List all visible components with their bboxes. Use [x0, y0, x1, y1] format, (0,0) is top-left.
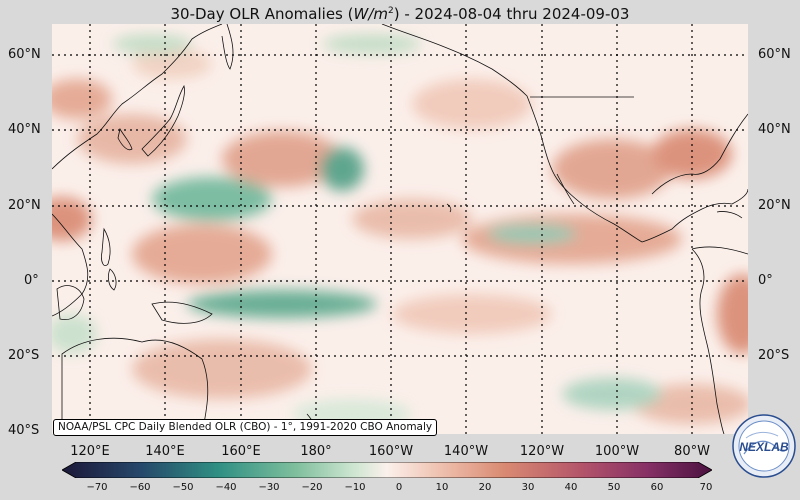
- lon-label: 180°: [300, 444, 332, 459]
- colorbar-tick: 60: [650, 482, 664, 493]
- lat-label-right: 40°N: [758, 122, 791, 137]
- lat-label-left: 40°N: [8, 122, 41, 137]
- colorbar-tick: −60: [129, 482, 151, 493]
- lon-label: 80°W: [674, 444, 710, 459]
- colorbar: [62, 462, 712, 478]
- colorbar-tick: 30: [521, 482, 535, 493]
- lat-label-left: 20°N: [8, 198, 41, 213]
- lon-label: 100°W: [594, 444, 640, 459]
- lat-label-left: 40°S: [8, 423, 40, 438]
- lon-label: 120°W: [519, 444, 565, 459]
- colorbar-tick: −40: [215, 482, 237, 493]
- lat-label-left: 0°: [24, 273, 39, 288]
- colorbar-tick: 0: [395, 482, 403, 493]
- nexlab-logo-icon: NEXLAB: [732, 414, 796, 478]
- olr-anomaly-map: [52, 24, 748, 434]
- lon-label: 160°W: [368, 444, 414, 459]
- lat-label-right: 20°S: [758, 348, 790, 363]
- colorbar-tick: −20: [301, 482, 323, 493]
- colorbar-tick: −50: [172, 482, 194, 493]
- colorbar-tick: 10: [435, 482, 449, 493]
- lon-label: 140°W: [443, 444, 489, 459]
- lat-label-right: 60°N: [758, 47, 791, 62]
- lat-label-right: 0°: [758, 273, 773, 288]
- colorbar-tick: 20: [478, 482, 492, 493]
- colorbar-tick: 40: [564, 482, 578, 493]
- lon-label: 120°E: [70, 444, 110, 459]
- colorbar-tick: 70: [699, 482, 713, 493]
- map-title: 30-Day OLR Anomalies (W/m2) - 2024-08-04…: [170, 5, 630, 23]
- lat-label-left: 60°N: [8, 47, 41, 62]
- lat-label-right: 20°N: [758, 198, 791, 213]
- lon-label: 160°E: [221, 444, 261, 459]
- data-credit-label: NOAA/PSL CPC Daily Blended OLR (CBO) - 1…: [53, 419, 438, 436]
- colorbar-tick: −30: [258, 482, 280, 493]
- colorbar-tick: 50: [607, 482, 621, 493]
- lon-label: 140°E: [145, 444, 185, 459]
- colorbar-tick: −10: [344, 482, 366, 493]
- svg-text:NEXLAB: NEXLAB: [739, 440, 789, 454]
- colorbar-tick: −70: [86, 482, 108, 493]
- lat-label-left: 20°S: [8, 348, 40, 363]
